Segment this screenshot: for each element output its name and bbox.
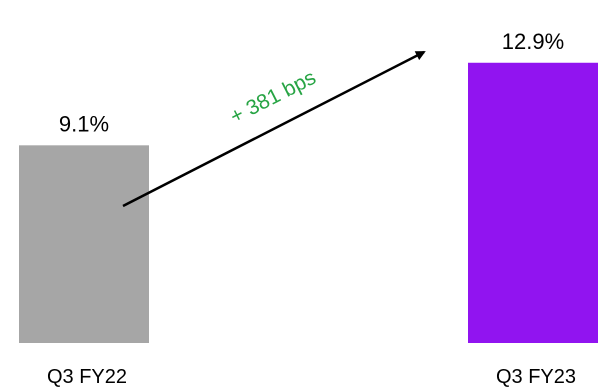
change-arrow: [122, 50, 426, 208]
bar-q3-fy23: [468, 62, 598, 344]
category-label: Q3 FY22: [47, 366, 127, 388]
category-label: Q3 FY23: [496, 366, 576, 388]
change-annotation-label: + 381 bps: [226, 66, 319, 129]
data-labels-group: 9.1% 12.9%: [59, 29, 564, 137]
data-label: 9.1%: [59, 111, 109, 136]
bars-group: [19, 62, 598, 344]
category-labels-group: Q3 FY22 Q3 FY23: [47, 366, 576, 388]
bar-q3-fy22: [19, 145, 149, 343]
data-label: 12.9%: [502, 29, 564, 54]
